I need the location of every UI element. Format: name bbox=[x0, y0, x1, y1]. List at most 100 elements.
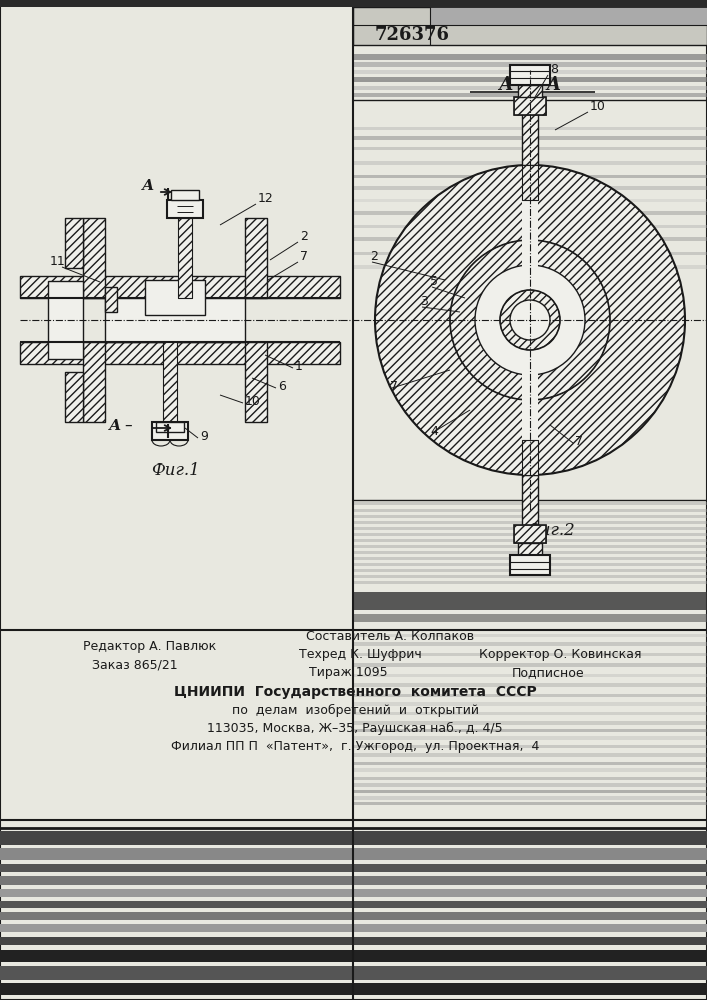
Text: 7: 7 bbox=[575, 435, 583, 448]
Bar bbox=[353, 509, 707, 512]
Bar bbox=[353, 790, 707, 793]
Text: Филиал ПП П  «Патент»,  г. Ужгород,  ул. Проектная,  4: Филиал ПП П «Патент», г. Ужгород, ул. Пр… bbox=[171, 740, 539, 753]
Bar bbox=[514, 97, 546, 115]
Text: 5: 5 bbox=[430, 275, 438, 288]
Bar bbox=[0, 889, 707, 897]
Text: А  –  А: А – А bbox=[498, 76, 561, 94]
Bar bbox=[353, 7, 707, 45]
Text: 2: 2 bbox=[370, 250, 378, 263]
Bar bbox=[245, 218, 267, 298]
Bar bbox=[518, 543, 542, 555]
Bar bbox=[0, 924, 707, 932]
Bar bbox=[514, 97, 546, 115]
Bar bbox=[353, 186, 707, 190]
Bar bbox=[0, 937, 707, 945]
Bar bbox=[353, 663, 707, 667]
Bar bbox=[353, 721, 707, 725]
Bar bbox=[353, 683, 707, 687]
Text: Фиг.2: Фиг.2 bbox=[525, 522, 574, 539]
Bar bbox=[353, 527, 707, 530]
Bar bbox=[353, 694, 707, 697]
Bar bbox=[0, 912, 707, 920]
Text: Техред К. Шуфрич: Техред К. Шуфрич bbox=[298, 648, 421, 661]
Bar bbox=[245, 218, 267, 298]
Bar bbox=[167, 200, 203, 218]
Text: 8: 8 bbox=[550, 63, 558, 76]
Bar bbox=[353, 225, 707, 228]
Bar bbox=[353, 653, 707, 656]
Text: 10: 10 bbox=[590, 100, 606, 113]
Text: –: – bbox=[124, 418, 132, 433]
Bar bbox=[353, 515, 707, 518]
Bar bbox=[65, 372, 83, 422]
Text: Заказ 865/21: Заказ 865/21 bbox=[92, 658, 178, 671]
Bar bbox=[353, 77, 707, 82]
Bar bbox=[518, 85, 542, 97]
Bar bbox=[522, 440, 538, 475]
Bar bbox=[0, 983, 707, 995]
Bar bbox=[353, 753, 707, 757]
Bar bbox=[83, 342, 105, 422]
Text: 12: 12 bbox=[258, 192, 274, 205]
Text: 9: 9 bbox=[200, 430, 208, 443]
Bar bbox=[522, 475, 538, 535]
Text: 7: 7 bbox=[300, 250, 308, 263]
Bar bbox=[353, 54, 707, 60]
Bar bbox=[0, 848, 707, 860]
Bar bbox=[65, 218, 83, 268]
Bar bbox=[0, 901, 707, 908]
Bar bbox=[353, 563, 707, 566]
Text: Редактор А. Павлюк: Редактор А. Павлюк bbox=[83, 640, 216, 653]
Bar bbox=[83, 218, 105, 298]
Bar bbox=[514, 525, 546, 543]
Text: ЦНИИПИ  Государственного  комитета  СССР: ЦНИИПИ Государственного комитета СССР bbox=[174, 685, 537, 699]
Bar bbox=[353, 802, 707, 805]
Bar bbox=[522, 165, 538, 475]
Bar bbox=[178, 218, 192, 298]
Bar bbox=[0, 864, 707, 872]
Circle shape bbox=[475, 265, 585, 375]
Bar bbox=[20, 342, 340, 364]
Bar bbox=[353, 592, 707, 610]
Bar bbox=[353, 575, 707, 578]
Bar bbox=[156, 422, 184, 432]
Bar bbox=[353, 502, 707, 505]
Bar bbox=[20, 276, 340, 298]
Bar bbox=[48, 281, 83, 359]
Bar bbox=[353, 147, 707, 150]
Bar bbox=[522, 440, 538, 475]
Bar bbox=[353, 634, 707, 637]
Bar bbox=[353, 539, 707, 542]
Circle shape bbox=[375, 165, 685, 475]
Bar bbox=[522, 105, 538, 165]
Bar bbox=[353, 533, 707, 536]
Bar bbox=[245, 342, 267, 422]
Bar bbox=[353, 796, 707, 800]
Bar bbox=[20, 342, 340, 364]
Bar bbox=[353, 199, 707, 202]
Bar bbox=[353, 161, 707, 165]
Bar bbox=[353, 674, 707, 677]
Bar bbox=[353, 545, 707, 548]
Bar bbox=[20, 276, 340, 298]
Bar bbox=[510, 65, 550, 85]
Text: Тираж 1095: Тираж 1095 bbox=[309, 666, 387, 679]
Bar bbox=[353, 252, 707, 255]
Bar bbox=[105, 287, 117, 312]
Bar bbox=[353, 702, 707, 706]
Bar bbox=[353, 768, 707, 772]
Text: 4: 4 bbox=[430, 425, 438, 438]
Bar bbox=[0, 0, 707, 7]
Text: Подписное: Подписное bbox=[512, 666, 584, 679]
Bar bbox=[0, 831, 707, 845]
Bar bbox=[353, 745, 707, 748]
Bar bbox=[353, 70, 707, 74]
Bar bbox=[65, 372, 83, 422]
Text: Составитель А. Колпаков: Составитель А. Колпаков bbox=[306, 630, 474, 643]
Text: А: А bbox=[109, 419, 121, 433]
Bar bbox=[83, 342, 105, 422]
Bar bbox=[353, 93, 707, 97]
Text: 1: 1 bbox=[295, 360, 303, 373]
Text: 726376: 726376 bbox=[375, 26, 450, 44]
Bar bbox=[0, 950, 707, 962]
